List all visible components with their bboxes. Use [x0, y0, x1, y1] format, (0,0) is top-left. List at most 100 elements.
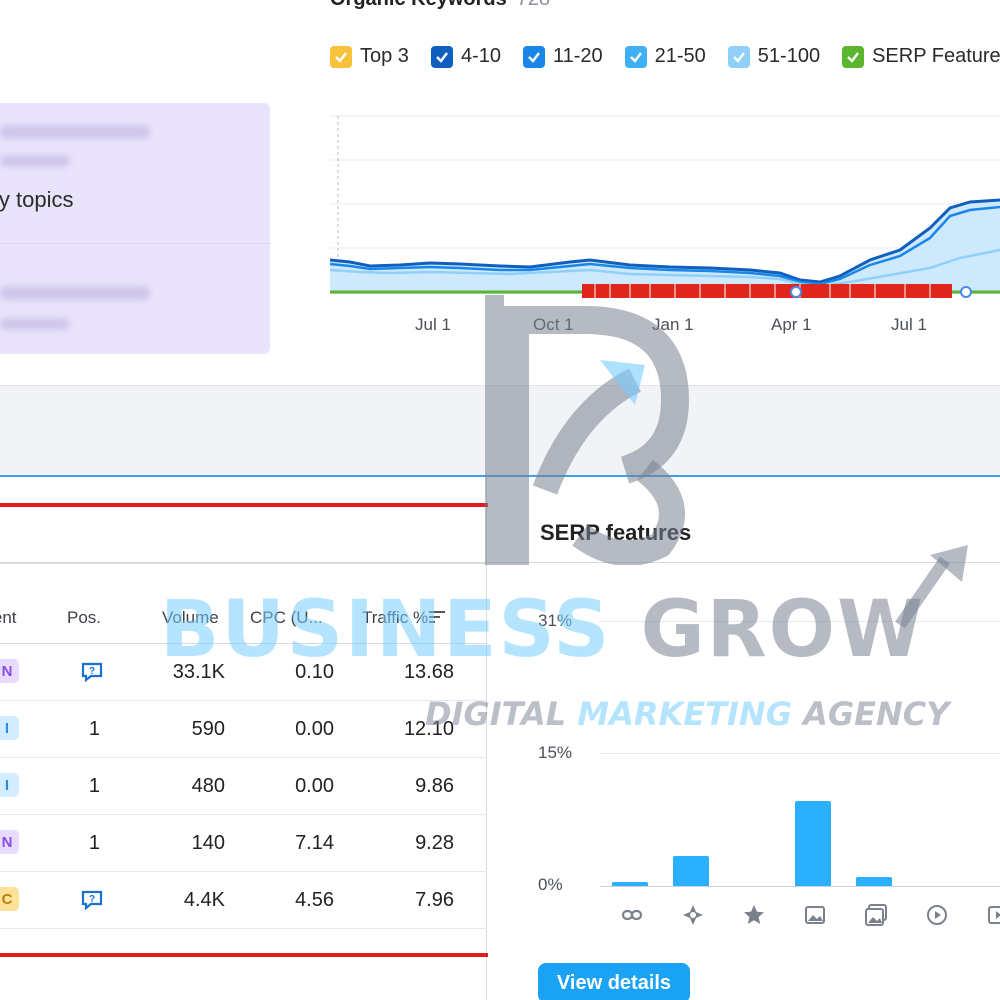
checkbox-icon[interactable]	[624, 45, 647, 68]
blurred-text	[0, 318, 70, 330]
x-tick-label: Apr 1	[771, 315, 812, 334]
serp-bar-link-icon[interactable]	[612, 881, 648, 886]
volume-value: 4.4K	[183, 889, 225, 911]
active-tab-rule	[0, 475, 1000, 477]
video-carousel-icon[interactable]	[986, 903, 1000, 927]
cpc-value: 0.10	[295, 661, 334, 683]
cpc-value: 0.00	[295, 718, 334, 740]
checkbox-icon[interactable]	[430, 45, 453, 68]
gridline	[600, 753, 1000, 754]
checkbox-icon[interactable]	[727, 45, 750, 68]
chart-legend: Top 3 4-10 11-20 21-50 51-100 SERP Featu…	[330, 45, 1000, 68]
table-row[interactable]: C? 4.4K 4.56 7.96	[0, 872, 487, 929]
position-value: 1	[88, 775, 100, 797]
serp-feature-icon[interactable]: ?	[81, 890, 103, 911]
divider	[0, 643, 487, 644]
col-header-pos[interactable]: Pos.	[67, 608, 102, 627]
watermark-word: DIGITAL	[425, 695, 567, 733]
col-header-volume[interactable]: Volume	[162, 608, 219, 627]
volume-value: 140	[191, 832, 225, 854]
legend-21-50[interactable]: 21-50	[624, 45, 706, 68]
key-topics-label: Key topics	[0, 187, 74, 212]
serp-features-title: SERP features	[540, 520, 692, 545]
intent-badge: I	[0, 773, 19, 797]
intent-badge: N	[0, 659, 19, 683]
traffic-value: 12.10	[403, 718, 454, 740]
cpc-value: 0.00	[295, 775, 334, 797]
divider	[0, 562, 487, 564]
link-icon[interactable]	[620, 903, 644, 927]
organic-keywords-label: Organic Keywords	[330, 0, 507, 10]
svg-text:?: ?	[89, 894, 95, 905]
table-row[interactable]: N? 33.1K 0.10 13.68	[0, 644, 487, 701]
divider	[0, 243, 270, 244]
serp-bar-image-icon[interactable]	[795, 800, 831, 886]
intent-badge: N	[0, 830, 19, 854]
traffic-value: 9.86	[415, 775, 454, 797]
traffic-value: 7.96	[415, 889, 454, 911]
x-tick-label: Jul 1	[891, 315, 927, 334]
position-value: 1	[88, 718, 100, 740]
col-header-cpc[interactable]: CPC (U...	[250, 608, 323, 627]
checkbox-icon[interactable]	[522, 45, 545, 68]
divider	[488, 562, 1000, 563]
keywords-table-panel: Intent Pos. Volume CPC (U... Traffic % N…	[0, 478, 487, 1000]
volume-value: 590	[191, 718, 225, 740]
legend-serp-features[interactable]: SERP Features	[842, 45, 1000, 68]
image-icon[interactable]	[803, 903, 827, 927]
legend-label: Top 3	[360, 45, 409, 67]
organic-keywords-title: Organic Keywords 728	[330, 0, 550, 11]
traffic-value: 9.28	[415, 832, 454, 854]
organic-keywords-chart	[330, 115, 1000, 298]
volume-value: 480	[191, 775, 225, 797]
y-tick-label: 15%	[538, 743, 573, 762]
svg-text:?: ?	[89, 666, 95, 677]
legend-label: SERP Features	[872, 45, 1000, 67]
watermark-title: BUSINESS GROW	[160, 585, 925, 675]
overview-section: Organic Keywords 728 Top 3 4-10 11-20 21-…	[0, 0, 1000, 385]
serp-features-panel: SERP features 31% 15% 0% View details	[488, 478, 1000, 1000]
featured-snippet-icon[interactable]	[681, 903, 705, 927]
legend-label: 51-100	[757, 45, 821, 67]
legend-label: 4-10	[460, 45, 501, 67]
y-tick-label: 31%	[538, 611, 573, 630]
table-row[interactable]: I 1 590 0.00 12.10	[0, 701, 487, 758]
cpc-value: 4.56	[295, 889, 334, 911]
table-row[interactable]: I 1 480 0.00 9.86	[0, 758, 487, 815]
intent-badge: C	[0, 887, 19, 911]
col-header-traffic[interactable]: Traffic %	[362, 608, 429, 627]
serp-bar-image-pack-icon[interactable]	[856, 877, 892, 886]
watermark-word: GROW	[640, 585, 925, 675]
volume-value: 33.1K	[172, 661, 225, 683]
legend-51-100[interactable]: 51-100	[727, 45, 821, 68]
gridline	[600, 621, 1000, 622]
legend-label: 11-20	[552, 45, 603, 67]
col-header-intent[interactable]: Intent	[0, 608, 17, 627]
legend-label: 21-50	[654, 45, 706, 67]
star-icon[interactable]	[742, 903, 766, 927]
x-tick-label: Jul 1	[415, 315, 451, 334]
view-details-button[interactable]: View details	[538, 963, 690, 1000]
watermark-word: AGENCY	[803, 695, 950, 733]
watermark-word: MARKETING	[577, 695, 792, 733]
watermark-word: BUSINESS	[160, 585, 612, 675]
x-tick-label: Jan 1	[652, 315, 694, 334]
traffic-value: 13.68	[403, 661, 454, 683]
watermark-subtitle: DIGITAL MARKETING AGENCY	[425, 695, 949, 733]
image-pack-icon[interactable]	[864, 903, 888, 927]
position-value: 1	[88, 832, 100, 854]
intent-badge: I	[0, 716, 19, 740]
key-topics-card[interactable]: Key topics	[0, 103, 270, 354]
checkbox-icon[interactable]	[330, 45, 352, 68]
organic-keywords-count: 728	[517, 0, 550, 10]
serp-bar-featured-snippet-icon[interactable]	[673, 856, 709, 886]
legend-11-20[interactable]: 11-20	[522, 45, 603, 68]
table-row[interactable]: N 1 140 7.14 9.28	[0, 815, 487, 872]
checkbox-icon[interactable]	[842, 45, 865, 68]
serp-feature-icon[interactable]: ?	[81, 662, 103, 683]
sort-icon[interactable]	[427, 609, 447, 625]
video-icon[interactable]	[925, 903, 949, 927]
cpc-value: 7.14	[295, 832, 334, 854]
legend-top3[interactable]: Top 3	[330, 45, 409, 68]
legend-4-10[interactable]: 4-10	[430, 45, 501, 68]
